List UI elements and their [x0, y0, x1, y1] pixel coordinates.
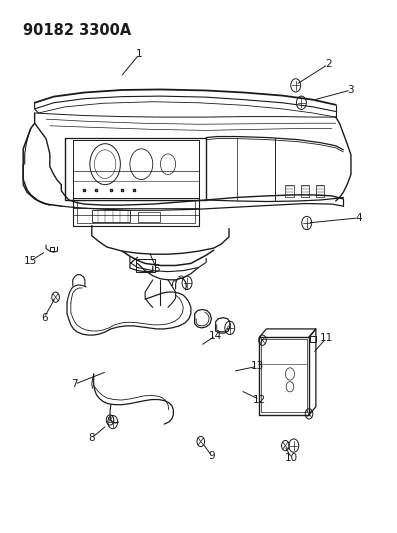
Text: 9: 9 — [208, 451, 215, 461]
Text: 12: 12 — [253, 394, 266, 405]
Text: 4: 4 — [355, 213, 362, 223]
Text: 15: 15 — [23, 256, 37, 266]
Bar — [301, 184, 309, 197]
Bar — [285, 184, 294, 197]
Bar — [92, 209, 130, 222]
Text: 2: 2 — [325, 59, 331, 69]
Text: 1: 1 — [136, 49, 143, 59]
Text: 6: 6 — [41, 313, 48, 322]
Bar — [316, 184, 324, 197]
Text: 14: 14 — [209, 330, 222, 341]
Text: 5: 5 — [153, 264, 160, 274]
Text: 3: 3 — [348, 85, 354, 95]
Text: 90182 3300A: 90182 3300A — [23, 23, 131, 38]
Text: 13: 13 — [251, 361, 264, 372]
Bar — [137, 212, 160, 222]
Text: 7: 7 — [71, 379, 78, 389]
Text: 10: 10 — [285, 454, 299, 463]
Text: 11: 11 — [320, 333, 333, 343]
Bar — [136, 259, 155, 272]
Text: 8: 8 — [89, 433, 95, 443]
